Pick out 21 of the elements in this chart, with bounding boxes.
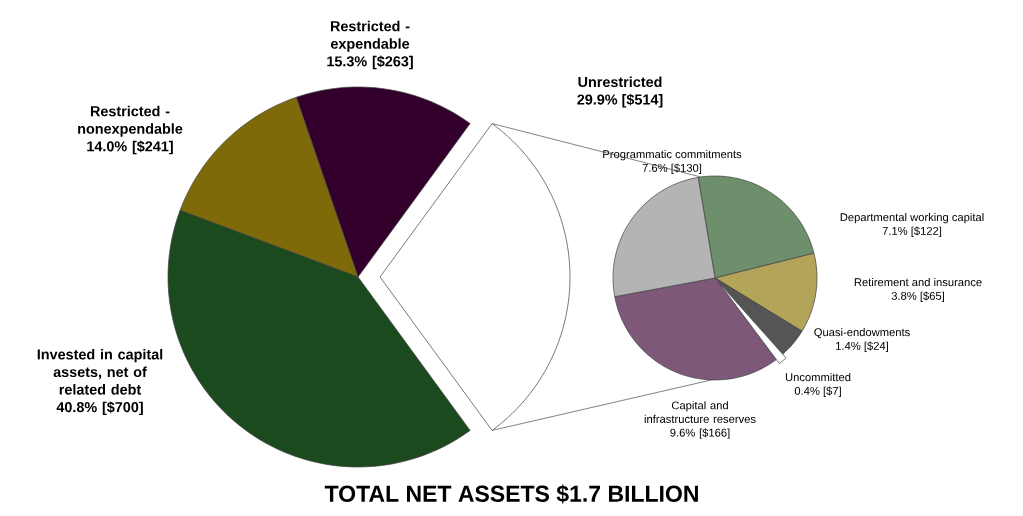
data-label: 15.3% [$263] [327, 55, 413, 70]
slice-label: Programmatic commitments [603, 149, 742, 161]
slice-label: Uncommitted [785, 372, 851, 382]
data-label: 7.1% [$122] [882, 226, 942, 238]
data-label: 3.8% [$65] [891, 291, 944, 303]
text: TOTAL NET ASSETS $1.7 BILLION [324, 484, 698, 504]
data-label: 29.9% [$514] [577, 93, 663, 108]
data-label: 9.6% [$166] [670, 428, 730, 439]
data-label: 40.8% [$700] [56, 401, 143, 416]
slice-label: Restricted - nonexpendable [78, 105, 183, 137]
slice-label: Departmental working capital [840, 212, 984, 224]
slice-label: Capital and infrastructure reserves [644, 401, 756, 423]
data-label: 7.6% [$130] [642, 163, 702, 175]
slice-label: Invested in capital assets, net of related debt [37, 348, 163, 395]
data-label: 14.0% [$241] [87, 140, 173, 155]
slice-label: Quasi-endowments [814, 327, 910, 339]
data-label: 0.4% [$7] [794, 386, 841, 398]
slice-label: Retirement and insurance [854, 277, 982, 287]
slice-label: Restricted - expendable [330, 20, 410, 52]
data-label: 1.4% [$24] [836, 341, 888, 353]
slice-label: Unrestricted [578, 76, 662, 88]
